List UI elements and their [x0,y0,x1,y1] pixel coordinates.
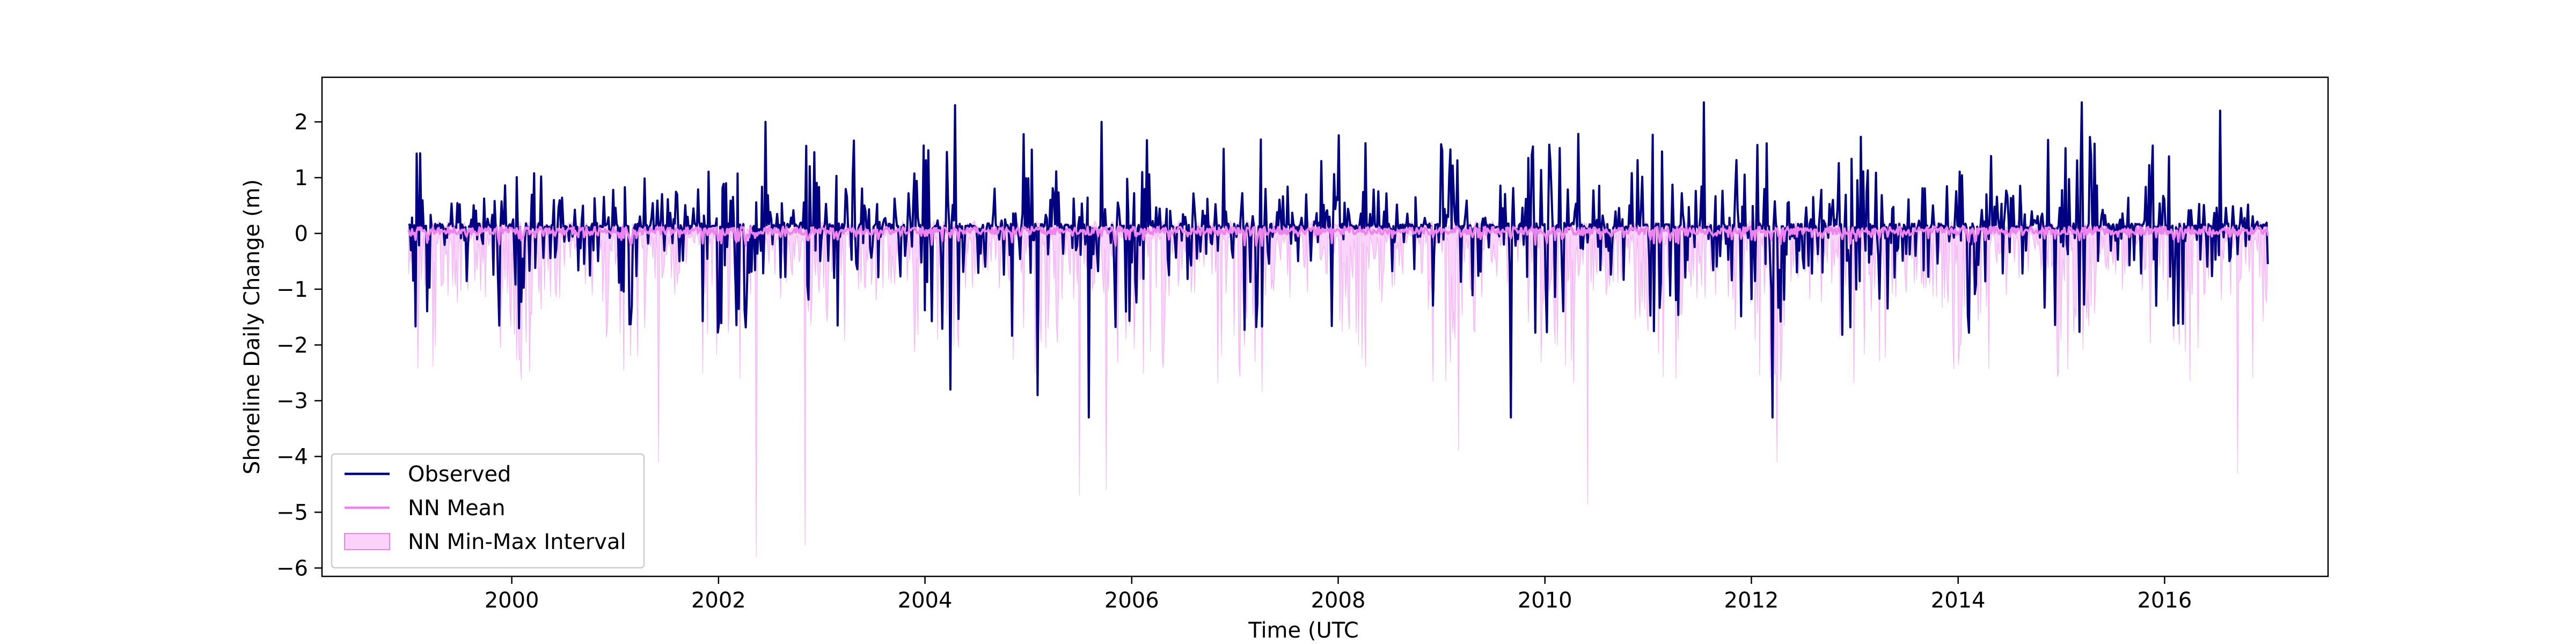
legend-box [331,453,645,569]
y-tick-label: −1 [276,277,308,302]
y-tick-label: −3 [276,389,308,414]
y-tick-label: −2 [276,333,308,358]
x-tick-label: 2004 [898,588,953,613]
x-tick-label: 2006 [1104,588,1159,613]
y-tick-label: −4 [276,445,308,470]
x-axis: 2000 2002 2004 2006 2008 2010 2012 2014 2016 [485,576,2192,613]
x-tick-label: 2000 [485,588,539,613]
x-tick-label: 2002 [691,588,746,613]
legend-nn-interval-label: NN Min-Max Interval [408,530,626,554]
y-axis-label: Shoreline Daily Change (m) [240,179,265,474]
nn-mean-series [407,225,2269,247]
observed-series [408,101,2269,419]
nn-mean-line [407,225,2269,247]
legend-nn-mean-label: NN Mean [408,496,506,521]
x-tick-label: 2012 [1724,588,1779,613]
observed-line [408,101,2269,419]
y-axis: 2 1 0 −1 −2 −3 −4 −5 −6 [276,110,322,581]
x-tick-label: 2014 [1931,588,1986,613]
y-tick-label: 1 [295,166,308,191]
plot-data-area [407,101,2269,557]
y-tick-label: −5 [276,501,308,525]
legend: Observed NN Mean NN Min-Max Interval [331,453,645,569]
x-axis-label: Time (UTC [1248,618,1359,643]
x-tick-label: 2016 [2137,588,2192,613]
x-tick-label: 2008 [1311,588,1366,613]
legend-nn-interval-swatch [344,533,390,550]
plot-frame [321,76,2329,577]
y-tick-label: 2 [295,110,308,135]
y-tick-label: 0 [295,222,308,246]
legend-observed-label: Observed [408,462,511,487]
y-tick-label: −6 [276,556,308,581]
x-tick-label: 2010 [1518,588,1572,613]
